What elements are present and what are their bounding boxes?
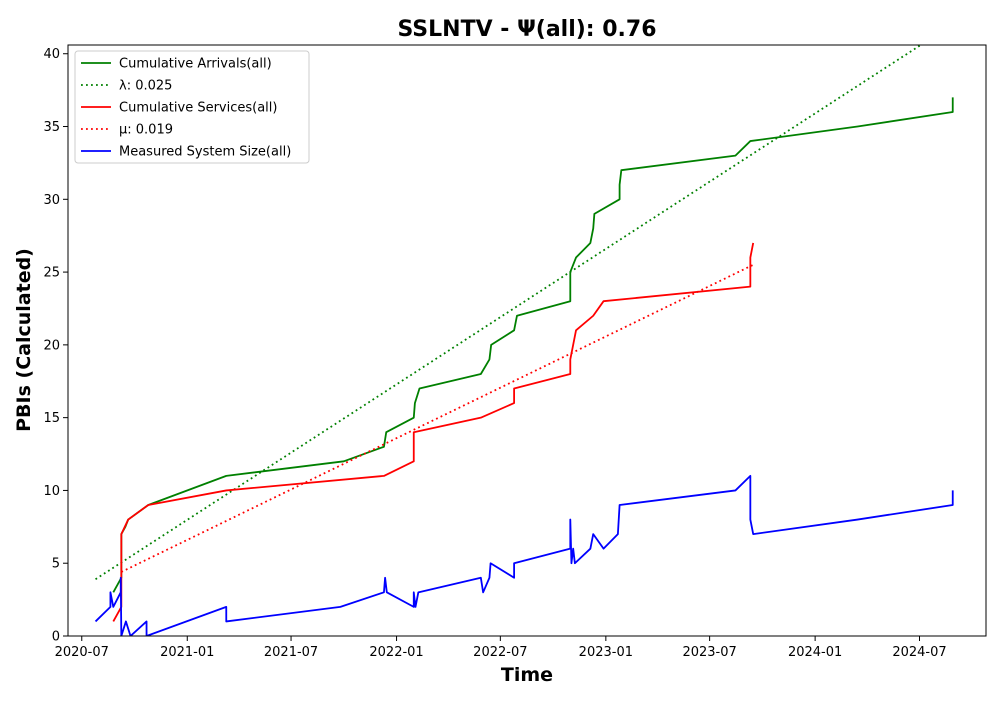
y-tick-label: 40 <box>43 47 60 62</box>
legend-label-3: Cumulative Services(all) <box>119 101 277 116</box>
x-tick-label: 2024-01 <box>788 645 842 660</box>
x-tick-label: 2021-01 <box>160 645 214 660</box>
plot-frame <box>67 44 987 637</box>
x-tick-label: 2022-07 <box>473 645 527 660</box>
x-tick-label: 2020-07 <box>55 645 109 660</box>
series-layer <box>94 45 954 636</box>
legend-label-1: Cumulative Arrivals(all) <box>119 57 272 72</box>
y-axis-label: PBIs (Calculated) <box>13 248 35 432</box>
x-axis-label: Time <box>501 664 553 686</box>
series-line-5 <box>94 474 954 636</box>
y-tick-label: 20 <box>43 338 60 353</box>
x-axis: 2020-07 2021-01 2021-07 2022-01 2022-07 2023-… <box>55 636 947 660</box>
x-tick-label: 2021-07 <box>264 645 318 660</box>
series-line-1 <box>112 97 954 593</box>
legend: Cumulative Arrivals(all) λ: 0.025 Cumulati… <box>74 50 310 164</box>
x-tick-label: 2024-07 <box>892 645 946 660</box>
y-tick-label: 35 <box>43 120 60 135</box>
y-tick-label: 5 <box>52 557 60 572</box>
x-tick-label: 2023-01 <box>579 645 633 660</box>
legend-box <box>74 50 310 164</box>
y-tick-label: 0 <box>52 630 60 645</box>
series-line-3 <box>112 242 755 622</box>
y-tick-label: 30 <box>43 193 60 208</box>
x-tick-label: 2023-07 <box>682 645 736 660</box>
y-axis: 0 5 10 15 20 25 30 35 40 <box>43 47 68 645</box>
y-tick-label: 15 <box>43 411 60 426</box>
legend-label-4: μ: 0.019 <box>119 123 173 138</box>
chart-title: SSLNTV - Ψ(all): 0.76 <box>397 17 656 42</box>
y-tick-label: 10 <box>43 484 60 499</box>
legend-label-2: λ: 0.025 <box>119 79 172 94</box>
legend-label-5: Measured System Size(all) <box>119 145 291 160</box>
series-line-4 <box>120 264 754 573</box>
x-tick-label: 2022-01 <box>369 645 423 660</box>
y-tick-label: 25 <box>43 266 60 281</box>
